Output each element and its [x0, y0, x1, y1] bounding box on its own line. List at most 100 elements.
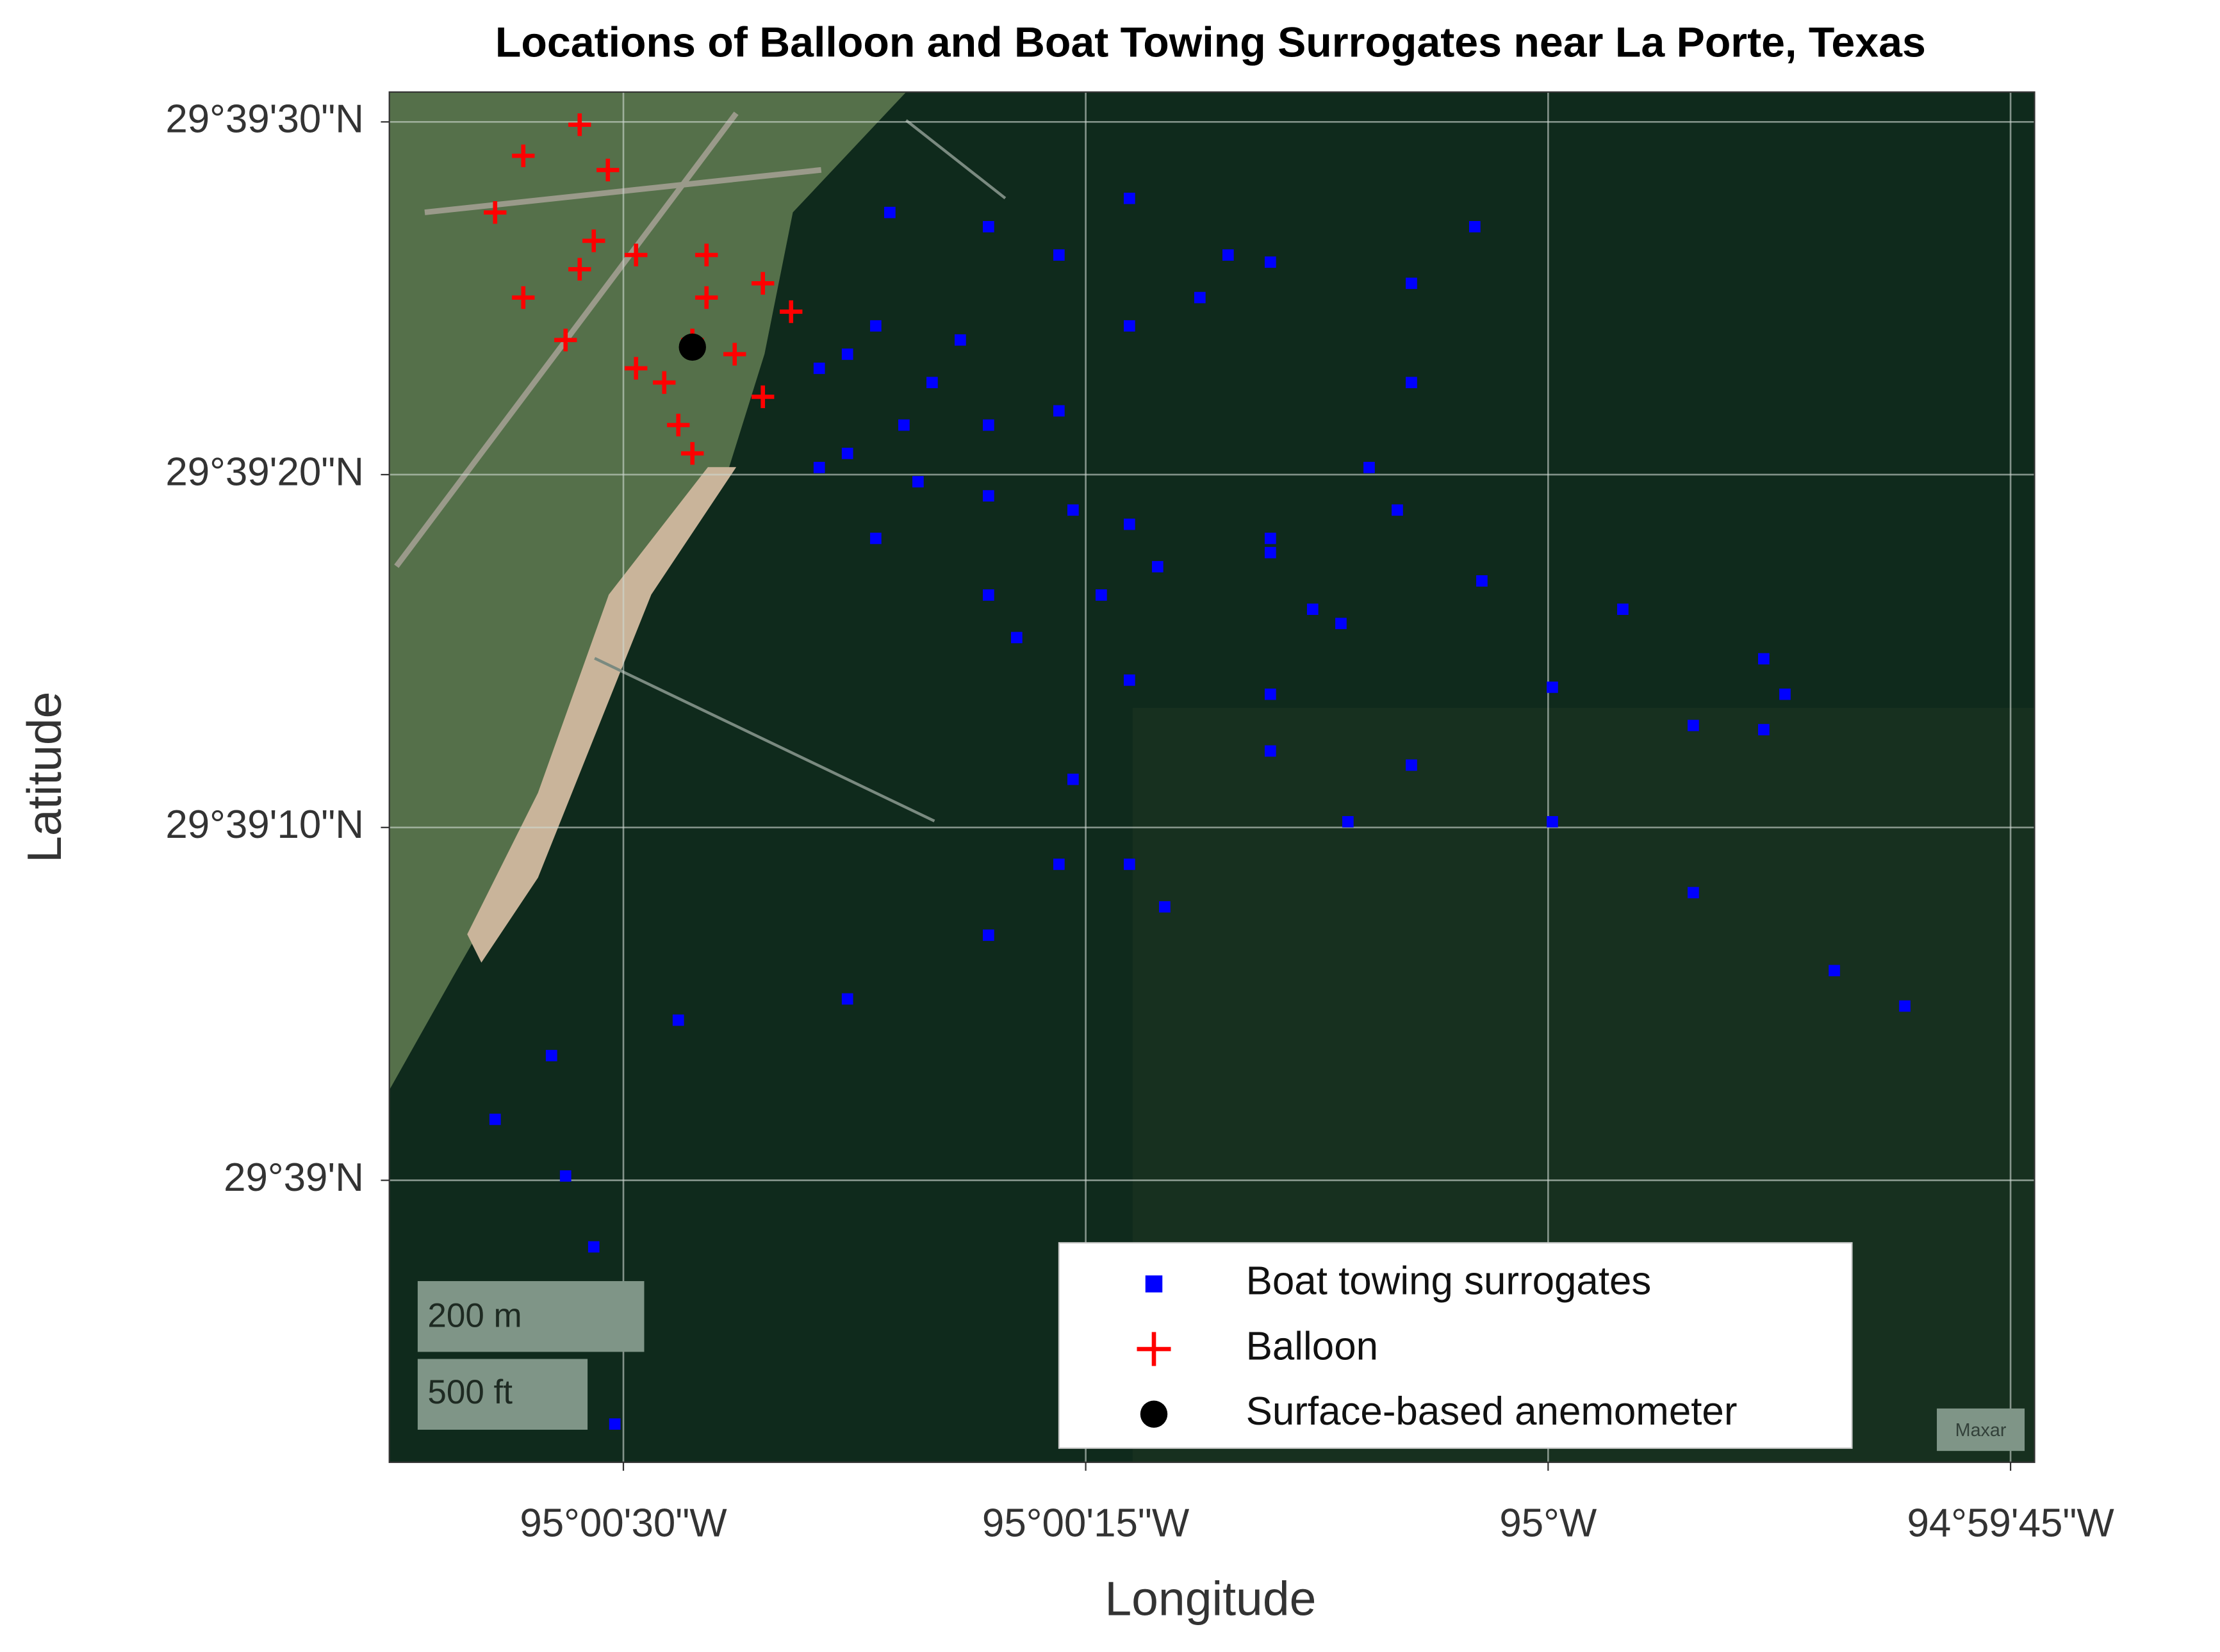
point: [841, 993, 853, 1005]
point: [559, 1170, 571, 1182]
legend-label: Boat towing surrogates: [1246, 1259, 1652, 1304]
legend-label: Surface-based anemometer: [1246, 1389, 1738, 1434]
point: [752, 385, 775, 409]
point: [1688, 887, 1699, 899]
point: [512, 144, 535, 167]
attribution: Maxar: [1955, 1420, 2007, 1441]
point: [1392, 504, 1403, 516]
point: [653, 371, 676, 394]
point: [1469, 221, 1481, 233]
legend-marker: [1140, 1400, 1168, 1428]
y-tick-label: 29°39'30"N: [165, 97, 364, 142]
point: [1406, 759, 1417, 771]
y-tick-label: 29°39'10"N: [165, 803, 364, 847]
y-tick-label: 29°39'N: [224, 1156, 364, 1200]
point: [678, 333, 706, 361]
y-tick-label: 29°39'20"N: [165, 450, 364, 494]
chart-title: Locations of Balloon and Boat Towing Sur…: [495, 19, 1926, 66]
point: [813, 462, 825, 473]
point: [1406, 377, 1417, 389]
point: [1011, 632, 1023, 644]
point: [1758, 724, 1770, 735]
point: [752, 272, 775, 295]
x-tick-label: 95°00'15"W: [982, 1501, 1190, 1546]
point: [1053, 249, 1065, 261]
point: [1342, 816, 1354, 828]
point: [545, 1050, 557, 1061]
point: [1547, 682, 1558, 693]
point: [1335, 617, 1347, 630]
point: [1151, 560, 1163, 573]
point: [813, 363, 825, 374]
point: [568, 258, 591, 281]
point: [983, 419, 994, 431]
point: [841, 447, 853, 459]
point: [898, 419, 910, 431]
point: [672, 1014, 684, 1026]
point: [1688, 719, 1699, 732]
point: [1123, 858, 1135, 871]
point: [582, 229, 605, 252]
point: [1264, 688, 1276, 700]
point: [983, 490, 994, 502]
point: [1363, 462, 1375, 473]
point: [870, 320, 882, 332]
marks: [484, 113, 1911, 1430]
scale-label: 200 m: [427, 1296, 522, 1334]
x-tick-label: 94°59'45"W: [1907, 1501, 2114, 1546]
point: [1067, 773, 1079, 785]
point: [1547, 816, 1558, 828]
point: [484, 201, 507, 224]
legend-box: [1058, 1242, 1853, 1449]
point: [625, 357, 648, 380]
point: [955, 334, 966, 346]
point: [1095, 589, 1107, 601]
x-tick-label: 95°W: [1499, 1501, 1597, 1546]
point: [723, 343, 746, 366]
legend: Boat towing surrogates Balloon Surface-bas…: [1058, 1242, 1853, 1449]
point: [1829, 965, 1840, 977]
point: [870, 532, 882, 544]
point: [1617, 603, 1629, 615]
scale-label: 500 ft: [427, 1373, 513, 1411]
point: [588, 1241, 600, 1253]
point: [695, 286, 718, 309]
point: [667, 413, 690, 437]
point: [1779, 688, 1791, 700]
point: [695, 243, 718, 266]
point: [1159, 901, 1171, 913]
point: [1264, 546, 1276, 559]
point: [512, 286, 535, 309]
scale-bar: [417, 1359, 588, 1430]
point: [884, 206, 896, 218]
legend-label: Balloon: [1246, 1324, 1378, 1368]
point: [489, 1113, 501, 1125]
point: [1123, 518, 1135, 530]
point: [596, 158, 620, 182]
point: [1406, 277, 1417, 290]
point: [841, 348, 853, 360]
map-background: [389, 92, 2035, 1462]
point: [1306, 603, 1319, 615]
scale-bar: [417, 1280, 645, 1352]
legend-marker: [1137, 1332, 1171, 1366]
point: [780, 300, 803, 323]
y-axis-label: Latitude: [17, 692, 71, 863]
plot-frame: [388, 91, 2035, 1463]
legend-marker: [1145, 1275, 1163, 1293]
grid: [389, 92, 2035, 1462]
point: [912, 476, 924, 487]
point: [609, 1418, 621, 1430]
point: [1264, 745, 1276, 757]
point: [625, 243, 648, 266]
point: [568, 113, 591, 136]
point: [983, 221, 994, 233]
point: [1899, 1000, 1911, 1012]
point: [1758, 653, 1770, 665]
point: [1476, 575, 1488, 587]
point: [1053, 405, 1065, 417]
point: [1123, 320, 1135, 332]
x-tick-label: 95°00'30"W: [520, 1501, 727, 1546]
